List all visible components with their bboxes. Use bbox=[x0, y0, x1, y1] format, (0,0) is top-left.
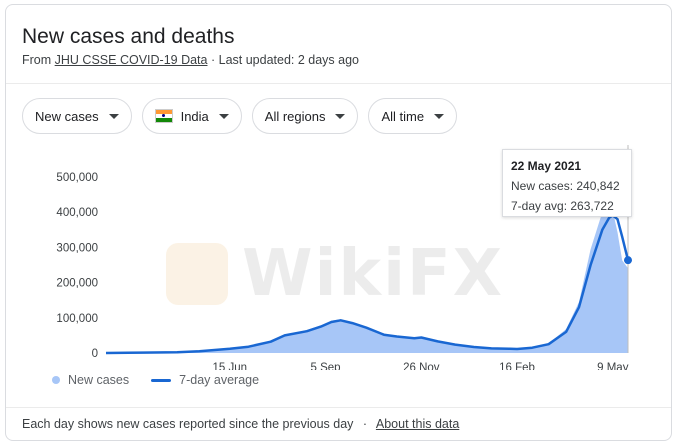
new-cases-legend-marker bbox=[52, 376, 60, 384]
time-dropdown-label: All time bbox=[381, 108, 425, 124]
x-tick-label: 5 Sep bbox=[311, 362, 341, 370]
about-data-link[interactable]: About this data bbox=[375, 417, 460, 431]
y-tick-label: 500,000 bbox=[56, 172, 98, 184]
chevron-down-icon bbox=[434, 113, 445, 119]
footer-note: Each day shows new cases reported since … bbox=[22, 417, 354, 431]
cases-chart[interactable]: 0 100,000 200,000 300,000 400,000 500,000 15 J… bbox=[6, 145, 672, 370]
chevron-down-icon bbox=[108, 113, 119, 119]
separator: · bbox=[210, 53, 216, 67]
y-tick-label: 0 bbox=[92, 348, 98, 360]
region-dropdown[interactable]: All regions bbox=[251, 98, 359, 134]
tooltip-avg: 7-day avg: 263,722 bbox=[511, 199, 614, 213]
x-tick-label: 9 May bbox=[597, 362, 629, 370]
avg-legend-marker bbox=[151, 378, 172, 382]
legend-avg: 7-day average bbox=[179, 373, 260, 387]
chevron-down-icon bbox=[335, 113, 346, 119]
metric-dropdown-label: New cases bbox=[35, 108, 99, 124]
chevron-down-icon bbox=[218, 113, 229, 119]
avg-line bbox=[105, 214, 630, 355]
footer-separator: · bbox=[362, 417, 368, 431]
footer: Each day shows new cases reported since … bbox=[22, 417, 459, 431]
tooltip-new-cases: New cases: 240,842 bbox=[511, 179, 620, 193]
india-flag-icon bbox=[154, 109, 173, 123]
x-tick-label: 16 Feb bbox=[499, 362, 535, 370]
time-dropdown[interactable]: All time bbox=[368, 98, 458, 134]
country-dropdown-label: India bbox=[180, 108, 209, 124]
filter-bar: New cases India All regions All time bbox=[22, 98, 458, 134]
y-tick-label: 100,000 bbox=[56, 313, 98, 325]
y-tick-label: 400,000 bbox=[56, 207, 98, 219]
tooltip-date: 22 May 2021 bbox=[511, 159, 582, 173]
y-tick-label: 300,000 bbox=[56, 242, 98, 254]
card-title: New cases and deaths bbox=[22, 25, 235, 48]
y-tick-label: 200,000 bbox=[56, 278, 98, 290]
flag-green-band bbox=[155, 118, 172, 122]
metric-dropdown[interactable]: New cases bbox=[22, 98, 132, 134]
x-tick-label: 26 Nov bbox=[403, 362, 440, 370]
last-updated: Last updated: 2 days ago bbox=[218, 53, 360, 67]
country-dropdown[interactable]: India bbox=[141, 98, 242, 134]
chart-legend: New cases 7-day average bbox=[52, 373, 259, 387]
source-line: From JHU CSSE COVID-19 Data · Last updat… bbox=[22, 53, 359, 67]
flag-white-band bbox=[155, 114, 172, 118]
x-tick-label: 15 Jun bbox=[213, 362, 248, 370]
flag-saffron-band bbox=[155, 110, 172, 114]
covid-card: New cases and deaths From JHU CSSE COVID… bbox=[5, 4, 672, 441]
highlight-point bbox=[624, 256, 632, 265]
flag-chakra bbox=[161, 114, 165, 117]
new-cases-area bbox=[106, 207, 628, 353]
divider-top bbox=[6, 83, 671, 84]
chart-tooltip: 22 May 2021 New cases: 240,842 7-day avg… bbox=[502, 149, 632, 217]
legend-new-cases: New cases bbox=[68, 373, 130, 387]
divider-bottom bbox=[6, 407, 671, 408]
source-link[interactable]: JHU CSSE COVID-19 Data bbox=[54, 53, 208, 67]
region-dropdown-label: All regions bbox=[264, 108, 326, 124]
from-label: From bbox=[22, 53, 52, 67]
